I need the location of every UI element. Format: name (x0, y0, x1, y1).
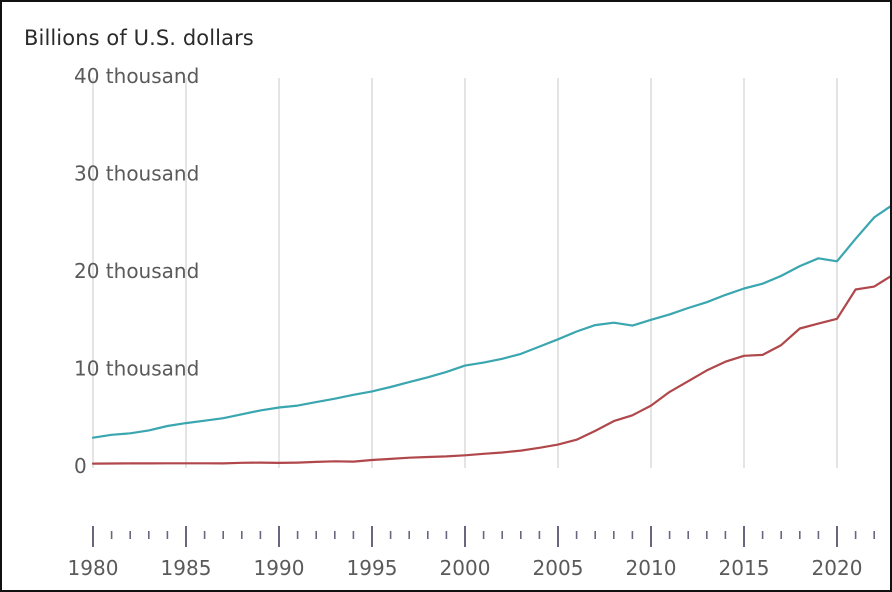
y-tick-label-20000: 20 thousand (74, 259, 199, 283)
y-tick-label-40000: 40 thousand (74, 64, 199, 88)
y-axis-title: Billions of U.S. dollars (24, 26, 254, 50)
x-tick-label-1995: 1995 (347, 556, 398, 580)
y-tick-label-0: 0 (74, 454, 87, 478)
y-tick-label-30000: 30 thousand (74, 162, 199, 186)
x-tick-label-2000: 2000 (440, 556, 491, 580)
x-axis (92, 526, 876, 547)
x-tick-labels: 1980 1985 1990 1995 2000 2005 2010 2015 2020 (68, 556, 863, 580)
series-teal-line (91, 205, 890, 439)
x-tick-label-1985: 1985 (161, 556, 212, 580)
x-tick-label-1990: 1990 (254, 556, 305, 580)
grid-layer (92, 78, 838, 468)
x-tick-label-1980: 1980 (68, 556, 119, 580)
x-tick-label-2015: 2015 (719, 556, 770, 580)
x-tick-label-2010: 2010 (626, 556, 677, 580)
x-tick-label-2020: 2020 (812, 556, 863, 580)
series-layer (91, 205, 890, 465)
y-tick-label-10000: 10 thousand (74, 357, 199, 381)
y-tick-labels: 0 10 thousand 20 thousand 30 thousand 40 tho… (74, 64, 199, 478)
x-tick-label-2005: 2005 (533, 556, 584, 580)
series-red-line (91, 275, 890, 465)
